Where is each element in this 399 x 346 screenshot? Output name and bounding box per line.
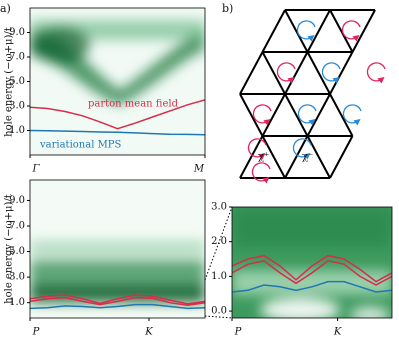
lattice-edge — [306, 135, 331, 179]
y-tick-label: 7.0 — [9, 52, 25, 63]
lattice-edge — [239, 51, 264, 95]
panel-label: a) — [0, 2, 11, 15]
plot-frame — [29, 179, 206, 319]
y-axis-label: hole energy (−ω+μ)/t — [4, 27, 15, 137]
connector — [204, 315, 233, 319]
y-axis-label: hole energy (−ω+μ)/t — [4, 194, 15, 304]
series-annotation: parton mean field — [88, 99, 179, 110]
lattice-edge — [239, 93, 264, 137]
spin-arrow — [342, 104, 362, 126]
x-tick-label: P — [32, 327, 40, 338]
series-annotation: variational MPS — [39, 140, 122, 151]
lattice-edge — [261, 9, 286, 53]
y-tick-label: 9.0 — [9, 195, 25, 206]
lattice-edge — [329, 9, 354, 53]
y-tick-label: 3.0 — [9, 272, 25, 283]
spin-arrow — [247, 138, 267, 160]
y-tick-label: 1.0 — [211, 271, 227, 282]
lattice-edge — [351, 9, 376, 53]
chi-plus-label: χ⁺ — [258, 152, 269, 163]
y-tick-label: 3.0 — [9, 101, 25, 112]
lattice-edge — [329, 93, 354, 137]
y-tick-label: 5.0 — [9, 76, 25, 87]
plot-lines — [30, 294, 205, 310]
spin-arrow — [297, 104, 317, 126]
connector — [204, 206, 233, 281]
lattice-edge — [261, 93, 286, 137]
lattice-edge — [306, 9, 331, 53]
series-line — [30, 303, 205, 310]
series-line — [30, 99, 205, 130]
x-tick-label: P — [234, 327, 242, 338]
y-tick-label: 1.0 — [9, 125, 25, 136]
lattice-edge — [284, 51, 309, 95]
lattice-edge — [261, 51, 286, 95]
y-tick-label: 0.0 — [211, 306, 227, 317]
heatmap — [232, 207, 392, 318]
spin-arrow — [341, 20, 361, 42]
lattice-edge — [284, 9, 309, 53]
y-tick-label: 5.0 — [9, 246, 25, 257]
spin-arrow — [296, 20, 316, 42]
heatmap — [30, 180, 205, 318]
x-tick-label: K — [144, 327, 153, 338]
lattice-edge — [284, 135, 309, 179]
series-line — [232, 259, 392, 286]
plot-lines — [30, 99, 205, 136]
y-tick-label: 2.0 — [211, 236, 227, 247]
plot-frame — [231, 206, 393, 319]
lattice-edge — [261, 135, 286, 179]
lattice — [239, 9, 386, 184]
spin-arrow — [252, 104, 272, 126]
lattice-edge — [329, 51, 354, 95]
spin-arrow — [251, 162, 271, 184]
lattice-edge — [329, 135, 354, 179]
spin-arrow — [276, 62, 296, 84]
y-tick-label: 3.0 — [211, 202, 227, 213]
lattice-edge — [306, 93, 331, 137]
series-line — [30, 294, 205, 305]
spin-arrow — [321, 62, 341, 84]
series-line — [30, 296, 205, 306]
spin-arrow — [292, 138, 312, 160]
chi-minus-label: χ⁻ — [302, 152, 313, 163]
series-line — [232, 280, 392, 293]
series-line — [232, 254, 392, 283]
series-line — [30, 129, 205, 136]
x-tick-label: M — [193, 164, 205, 175]
y-tick-label: 7.0 — [9, 221, 25, 232]
lattice-edge — [306, 51, 331, 95]
panel-label: b) — [222, 2, 233, 15]
lattice-edge — [239, 135, 264, 179]
y-tick-label: 9.0 — [9, 27, 25, 38]
x-tick-label: K — [333, 327, 342, 338]
spin-arrow — [366, 62, 386, 84]
lattice-edge — [284, 93, 309, 137]
plot-lines — [232, 254, 392, 293]
x-tick-label: Γ — [32, 164, 41, 175]
y-tick-label: 1.0 — [9, 297, 25, 308]
